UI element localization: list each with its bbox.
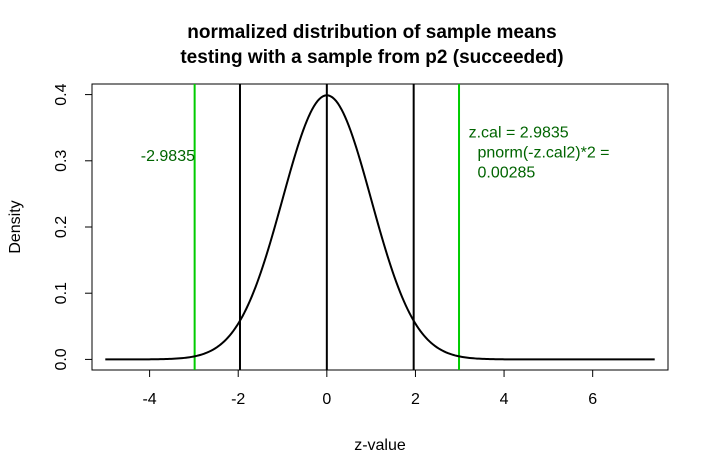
x-axis: -4 -2 0 2 4 6	[142, 369, 597, 408]
annotations: -2.9835 z.cal = 2.9835 pnorm(-z.cal2)*2 = 0…	[141, 125, 610, 182]
x-tick-label: 0	[322, 391, 331, 408]
x-tick-label: -4	[142, 391, 156, 408]
x-axis-label: z-value	[354, 437, 406, 454]
x-tick-label: -2	[231, 391, 245, 408]
annotation-text: -2.9835	[141, 148, 195, 165]
y-axis-label: Density	[7, 200, 24, 253]
x-tick-label: 2	[411, 391, 420, 408]
y-tick-label: 0.3	[53, 150, 70, 172]
y-axis: 0.0 0.1 0.2 0.3 0.4	[53, 83, 93, 371]
density-curve-group	[105, 94, 655, 361]
x-tick-label: 4	[500, 391, 509, 408]
chart-title-line2: testing with a sample from p2 (succeeded…	[180, 47, 563, 68]
plot-frame	[91, 83, 669, 371]
chart-title-line1: normalized distribution of sample means	[187, 22, 557, 43]
annotation-text: 0.00285	[477, 164, 535, 181]
x-tick-label: 6	[588, 391, 597, 408]
y-tick-label: 0.1	[53, 282, 70, 304]
annotation-text: z.cal = 2.9835	[469, 125, 569, 142]
y-tick-label: 0.2	[53, 216, 70, 238]
y-tick-label: 0.4	[53, 83, 70, 105]
annotation-text: pnorm(-z.cal2)*2 =	[477, 144, 609, 161]
reference-lines	[193, 84, 461, 370]
density-curve	[105, 94, 655, 361]
y-tick-label: 0.0	[53, 348, 70, 370]
